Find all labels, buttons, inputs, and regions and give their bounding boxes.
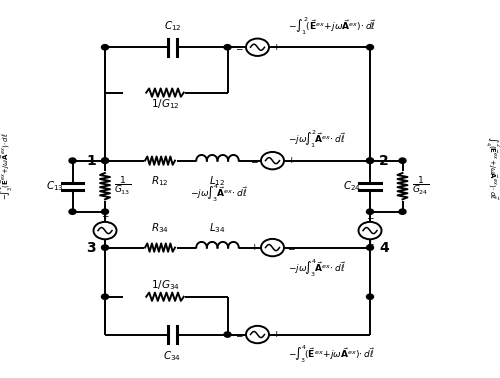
Text: +: + [272, 330, 280, 339]
Circle shape [366, 209, 374, 214]
Text: 3: 3 [86, 240, 96, 255]
Circle shape [366, 45, 374, 50]
Circle shape [399, 209, 406, 214]
Text: $-$: $-$ [100, 240, 110, 249]
Text: $\int_4^2\!(\vec{\mathbf{E}}^{ex}\!+\!j\omega\vec{\mathbf{A}}^{ex})\!\cdot d\vec: $\int_4^2\!(\vec{\mathbf{E}}^{ex}\!+\!j\… [483, 136, 500, 200]
Text: $C_{24}$: $C_{24}$ [343, 179, 361, 193]
Text: 4: 4 [379, 240, 389, 255]
Circle shape [102, 158, 108, 163]
Text: $L_{34}$: $L_{34}$ [209, 222, 226, 235]
Text: $-j\omega\!\int_1^2\!\vec{\mathbf{A}}^{ex}\!\cdot d\vec{\ell}$: $-j\omega\!\int_1^2\!\vec{\mathbf{A}}^{e… [288, 128, 346, 150]
Circle shape [102, 245, 108, 250]
Circle shape [366, 245, 374, 250]
Text: 2: 2 [379, 153, 389, 168]
Text: $-\!\int_3^1\!(\vec{\mathbf{E}}^{ex}\!+\!j\omega\vec{\mathbf{A}}^{ex})\!\cdot d\: $-\!\int_3^1\!(\vec{\mathbf{E}}^{ex}\!+\… [0, 131, 16, 200]
Circle shape [69, 209, 76, 214]
Text: $\dfrac{1}{G_{24}}$: $\dfrac{1}{G_{24}}$ [412, 175, 428, 197]
Text: $-$: $-$ [250, 156, 258, 165]
Text: $C_{34}$: $C_{34}$ [164, 349, 182, 363]
Circle shape [69, 158, 76, 163]
Text: +: + [288, 156, 295, 165]
Text: 1: 1 [86, 153, 96, 168]
Text: $C_{12}$: $C_{12}$ [164, 19, 182, 33]
Circle shape [102, 294, 108, 299]
Text: $-\!\int_3^4\!(\vec{\mathbf{E}}^{ex}\!+\!j\omega\vec{\mathbf{A}}^{ex})\!\cdot d\: $-\!\int_3^4\!(\vec{\mathbf{E}}^{ex}\!+\… [288, 343, 374, 365]
Circle shape [102, 45, 108, 50]
Text: $L_{12}$: $L_{12}$ [210, 174, 226, 188]
Text: $C_{13}$: $C_{13}$ [46, 179, 64, 193]
Text: $-$: $-$ [234, 43, 244, 52]
Text: $\dfrac{1}{G_{13}}$: $\dfrac{1}{G_{13}}$ [114, 175, 131, 197]
Circle shape [399, 158, 406, 163]
Circle shape [224, 332, 231, 337]
Text: $-j\omega\!\int_3^4\!\vec{\mathbf{A}}^{ex}\!\cdot d\vec{\ell}$: $-j\omega\!\int_3^4\!\vec{\mathbf{A}}^{e… [288, 257, 346, 279]
Circle shape [102, 209, 108, 214]
Circle shape [366, 294, 374, 299]
Text: +: + [272, 43, 280, 52]
Text: $-$: $-$ [286, 243, 296, 252]
Text: $R_{34}$: $R_{34}$ [151, 222, 169, 235]
Text: $-j\omega\!\int_3^4\!\vec{\mathbf{A}}^{ex}\!\cdot d\vec{\ell}$: $-j\omega\!\int_3^4\!\vec{\mathbf{A}}^{e… [190, 182, 248, 204]
Text: $-$: $-$ [366, 212, 374, 221]
Text: $-$: $-$ [234, 330, 244, 339]
Text: $1/G_{34}$: $1/G_{34}$ [150, 278, 180, 292]
Circle shape [366, 158, 374, 163]
Text: +: + [250, 243, 258, 252]
Text: $-\int_1^2\!(\vec{\mathbf{E}}^{ex}\!+\!j\omega\vec{\mathbf{A}}^{ex})\!\cdot d\ve: $-\int_1^2\!(\vec{\mathbf{E}}^{ex}\!+\!j… [288, 15, 376, 37]
Text: +: + [101, 212, 109, 221]
Text: $1/G_{12}$: $1/G_{12}$ [150, 97, 180, 111]
Circle shape [224, 45, 231, 50]
Text: +: + [366, 240, 374, 249]
Text: $R_{12}$: $R_{12}$ [151, 174, 169, 188]
Circle shape [366, 158, 374, 163]
Circle shape [102, 158, 108, 163]
